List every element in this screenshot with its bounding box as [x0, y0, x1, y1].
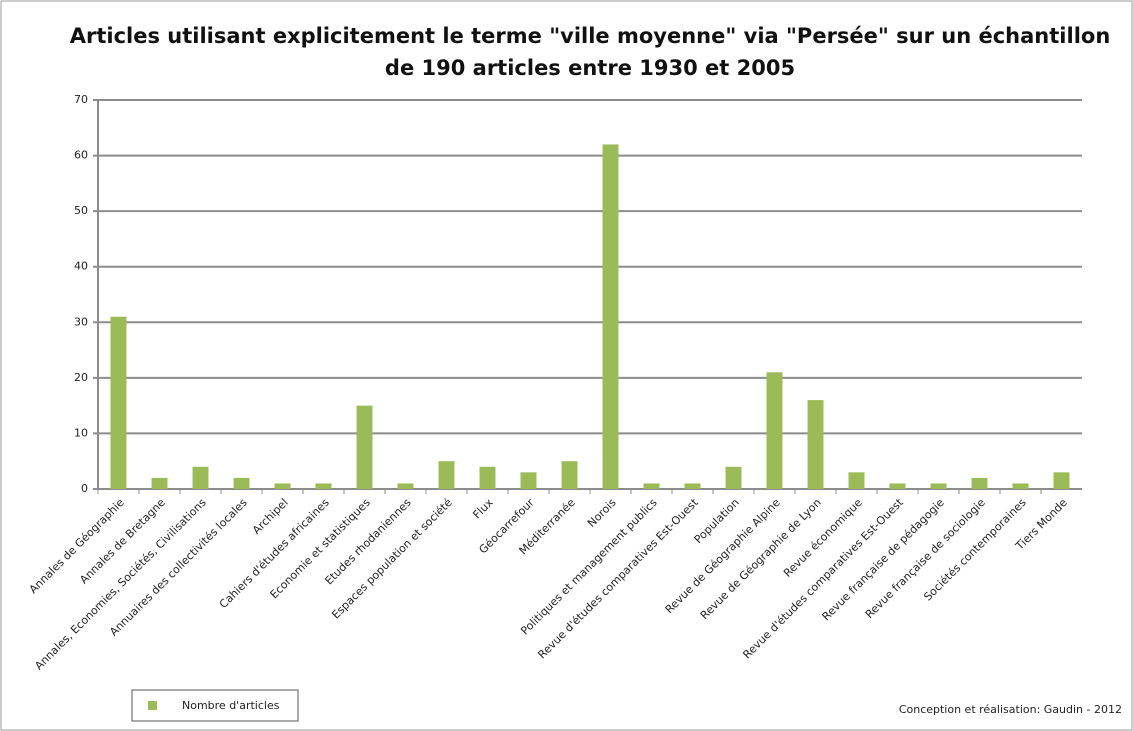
bar	[151, 477, 168, 489]
y-tick-label: 40	[74, 260, 88, 273]
y-tick-label: 20	[74, 371, 88, 384]
y-tick-label: 30	[74, 315, 88, 328]
x-tick-label: Norois	[585, 496, 619, 530]
y-tick-label: 0	[81, 482, 88, 495]
bar	[438, 461, 455, 489]
bar	[1012, 483, 1029, 489]
bar	[356, 405, 373, 489]
x-tick-label: Annales, Economies, Sociétés, Civilisati…	[32, 496, 209, 673]
bar	[807, 400, 824, 489]
legend-label: Nombre d'articles	[182, 699, 280, 712]
bar	[479, 466, 496, 489]
bar	[684, 483, 701, 489]
source-note: Conception et réalisation: Gaudin - 2012	[899, 703, 1122, 716]
bar	[520, 472, 537, 489]
bar	[766, 372, 783, 489]
bar	[889, 483, 906, 489]
bar	[971, 477, 988, 489]
bar	[397, 483, 414, 489]
bar	[725, 466, 742, 489]
bar	[930, 483, 947, 489]
y-tick-label: 70	[74, 93, 88, 106]
y-tick-label: 10	[74, 426, 88, 439]
legend-box	[131, 689, 299, 722]
bar	[561, 461, 578, 489]
bar	[602, 144, 619, 489]
bar	[315, 483, 332, 489]
legend-swatch	[148, 701, 157, 710]
chart-title: de 190 articles entre 1930 et 2005	[385, 56, 795, 80]
x-tick-label: Revue économique	[781, 496, 865, 580]
y-tick-label: 50	[74, 204, 88, 217]
bar	[110, 316, 127, 489]
x-tick-label: Flux	[470, 496, 496, 522]
bar	[233, 477, 250, 489]
x-tick-label: Archipel	[250, 496, 291, 537]
bar	[643, 483, 660, 489]
bar	[274, 483, 291, 489]
chart-title: Articles utilisant explicitement le term…	[70, 24, 1111, 48]
bar	[1053, 472, 1070, 489]
bar	[192, 466, 209, 489]
y-tick-label: 60	[74, 149, 88, 162]
bar	[848, 472, 865, 489]
